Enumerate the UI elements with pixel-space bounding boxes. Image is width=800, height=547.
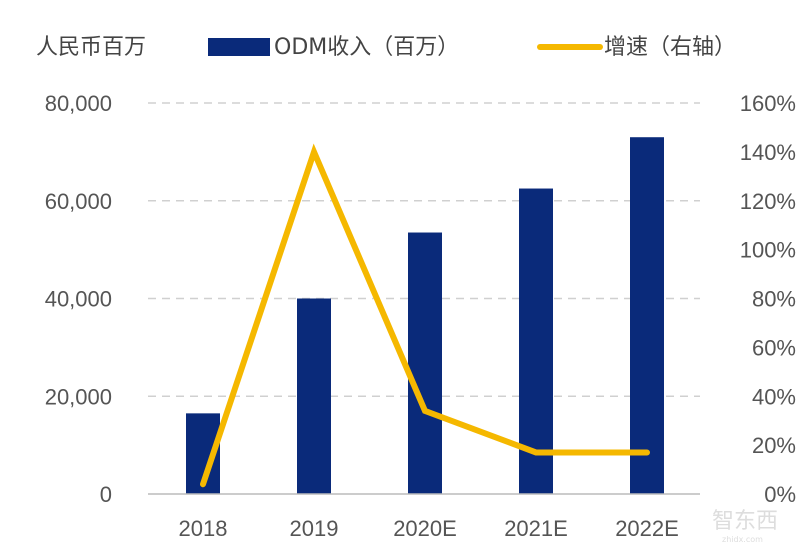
bar-2020E xyxy=(408,232,442,495)
x-tick-label: 2018 xyxy=(179,516,228,541)
right-tick-label: 40% xyxy=(752,384,796,409)
left-tick-label: 0 xyxy=(100,482,112,507)
bar-2021E xyxy=(519,188,553,494)
right-tick-label: 120% xyxy=(740,189,796,214)
right-tick-label: 20% xyxy=(752,433,796,458)
legend: 人民币百万 ODM收入（百万） 增速（右轴） xyxy=(36,35,736,60)
left-axis-ticks: 0 20,000 40,000 60,000 80,000 xyxy=(45,91,112,507)
right-tick-label: 160% xyxy=(740,91,796,116)
legend-line-label: 增速（右轴） xyxy=(604,35,736,60)
legend-bar-label: ODM收入（百万） xyxy=(274,35,459,60)
right-tick-label: 80% xyxy=(752,287,796,312)
legend-bar-swatch xyxy=(208,38,270,56)
bar-2022E xyxy=(630,137,664,494)
x-tick-label: 2021E xyxy=(504,516,568,541)
x-tick-label: 2019 xyxy=(290,516,339,541)
right-tick-label: 140% xyxy=(740,140,796,165)
left-tick-label: 80,000 xyxy=(45,91,112,116)
bar-2019 xyxy=(297,298,331,494)
right-tick-label: 60% xyxy=(752,335,796,360)
x-tick-label: 2022E xyxy=(615,516,679,541)
right-axis-ticks: 0% 20% 40% 60% 80% 100% 120% 140% 160% xyxy=(740,91,796,507)
left-tick-label: 20,000 xyxy=(45,384,112,409)
watermark: 智东西 zhidx.com xyxy=(712,509,778,544)
left-tick-label: 40,000 xyxy=(45,287,112,312)
right-tick-label: 100% xyxy=(740,238,796,263)
watermark-text: 智东西 xyxy=(712,509,778,534)
x-tick-label: 2020E xyxy=(393,516,457,541)
bars xyxy=(186,137,664,495)
growth-line xyxy=(200,143,650,488)
right-tick-label: 0% xyxy=(764,482,796,507)
watermark-sub: zhidx.com xyxy=(722,535,763,544)
unit-label: 人民币百万 xyxy=(36,35,146,60)
x-axis-ticks: 2018 2019 2020E 2021E 2022E xyxy=(179,516,679,541)
left-tick-label: 60,000 xyxy=(45,189,112,214)
gridlines xyxy=(148,102,700,397)
